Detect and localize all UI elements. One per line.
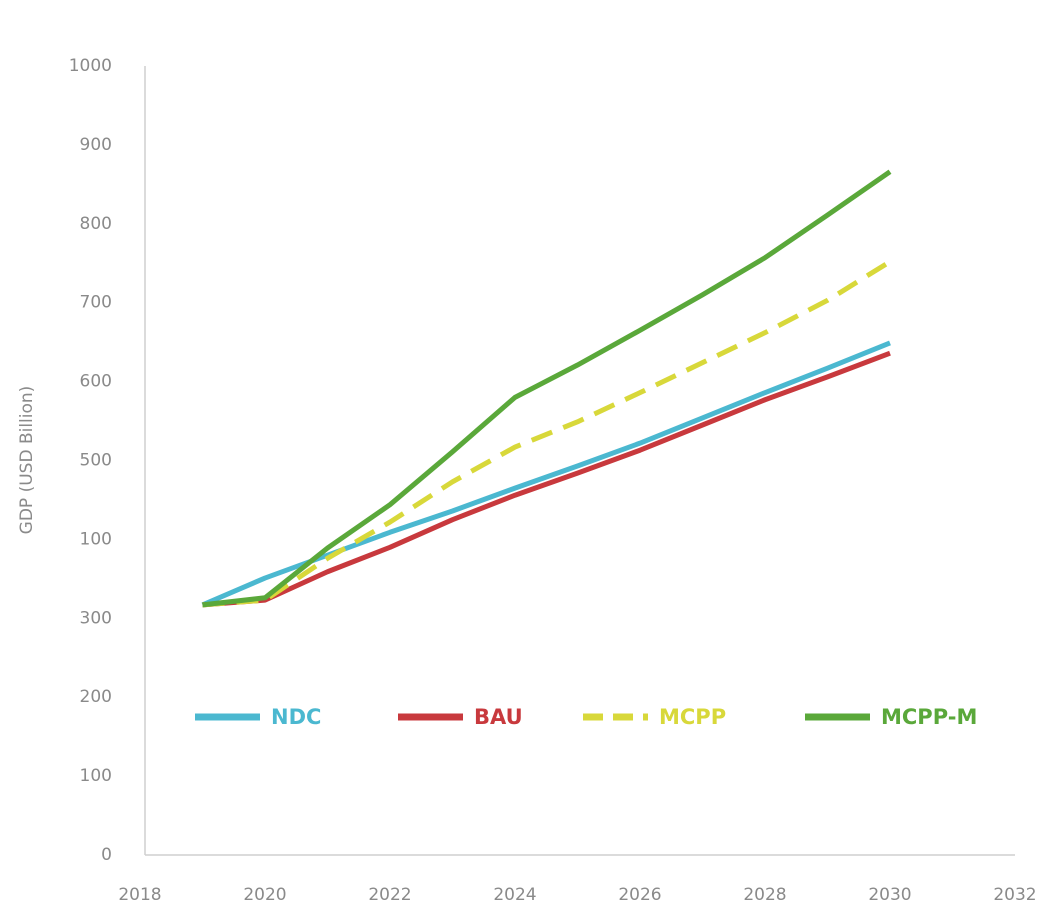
x-tick-label: 2018: [118, 885, 161, 905]
x-tick-label: 2028: [743, 885, 786, 905]
y-tick-label: 900: [80, 135, 112, 155]
x-tick-label: 2026: [618, 885, 661, 905]
legend-label: BAU: [474, 705, 523, 729]
series-line: [202, 259, 892, 608]
y-tick-label: 100: [80, 766, 112, 786]
y-tick-label: 200: [80, 687, 112, 707]
x-tick-label: 2030: [868, 885, 911, 905]
y-tick-label: 100: [80, 529, 112, 549]
legend-label: NDC: [271, 705, 321, 729]
y-tick-label: 700: [80, 293, 112, 313]
series-line: [202, 169, 892, 608]
y-tick-label: 1000: [69, 56, 112, 76]
legend-label: MCPP-M: [881, 705, 977, 729]
series-line: [202, 350, 891, 608]
y-tick-label: 800: [80, 214, 112, 234]
y-axis-label: GDP (USD Billion): [17, 386, 37, 535]
y-tick-label: 500: [80, 451, 112, 471]
y-tick-label: 300: [80, 608, 112, 628]
x-tick-label: 2022: [368, 885, 411, 905]
x-tick-label: 2020: [243, 885, 286, 905]
x-tick-label: 2024: [493, 885, 536, 905]
legend-label: MCPP: [659, 705, 726, 729]
y-tick-label: 600: [80, 372, 112, 392]
x-tick-label: 2032: [993, 885, 1036, 905]
y-tick-label: 0: [101, 845, 112, 865]
